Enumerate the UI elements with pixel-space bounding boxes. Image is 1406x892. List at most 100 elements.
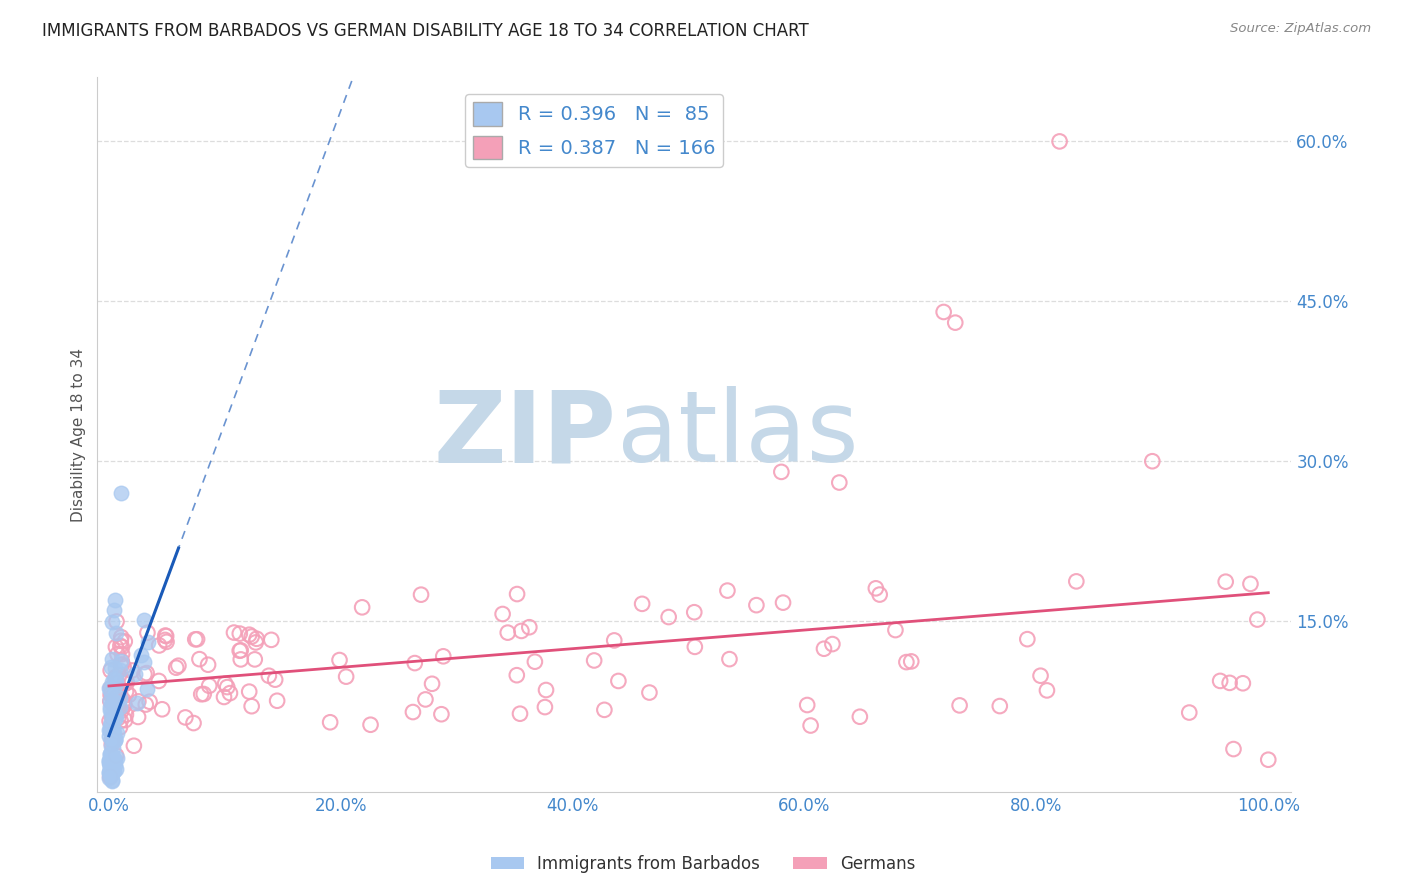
Point [98, 768, 121, 782]
Point [100, 749, 122, 764]
Point [101, 695, 124, 709]
Point [228, 644, 250, 658]
Point [534, 683, 557, 698]
Point [132, 613, 155, 627]
Point [193, 687, 215, 701]
Point [813, 641, 835, 656]
Point [491, 607, 513, 621]
Point [658, 610, 681, 624]
Point [105, 751, 128, 765]
Point [800, 718, 823, 732]
Point [105, 748, 128, 763]
Point [104, 732, 127, 747]
Point [122, 739, 145, 753]
Point [155, 629, 177, 643]
Point [111, 654, 134, 668]
Point [510, 624, 533, 638]
Point [517, 620, 540, 634]
Point [683, 640, 706, 654]
Point [101, 615, 124, 629]
Point [98, 752, 121, 766]
Point [98, 754, 121, 768]
Text: Source: ZipAtlas.com: Source: ZipAtlas.com [1230, 22, 1371, 36]
Point [103, 726, 125, 740]
Point [138, 695, 160, 709]
Point [264, 673, 287, 687]
Point [101, 705, 124, 719]
Point [108, 700, 131, 714]
Point [104, 690, 127, 705]
Point [865, 582, 887, 596]
Point [509, 706, 531, 721]
Point [112, 659, 135, 673]
Point [188, 652, 211, 666]
Point [523, 655, 546, 669]
Point [98, 722, 121, 736]
Point [197, 657, 219, 672]
Point [124, 667, 146, 681]
Point [631, 597, 654, 611]
Point [101, 756, 124, 770]
Point [104, 672, 127, 686]
Point [108, 687, 131, 701]
Point [1036, 683, 1059, 698]
Point [1232, 676, 1254, 690]
Point [240, 699, 263, 714]
Point [101, 675, 124, 690]
Point [243, 652, 266, 666]
Point [115, 707, 138, 722]
Point [534, 700, 557, 714]
Point [135, 698, 157, 712]
Point [943, 316, 966, 330]
Point [107, 702, 129, 716]
Legend: Immigrants from Barbados, Germans: Immigrants from Barbados, Germans [484, 848, 922, 880]
Point [110, 630, 132, 644]
Point [198, 679, 221, 693]
Point [98, 753, 121, 767]
Point [402, 705, 425, 719]
Point [110, 663, 132, 677]
Point [1215, 574, 1237, 589]
Point [148, 673, 170, 688]
Point [103, 750, 125, 764]
Point [110, 639, 132, 653]
Point [165, 661, 187, 675]
Point [110, 714, 132, 728]
Point [105, 694, 128, 708]
Point [1222, 742, 1244, 756]
Point [638, 685, 661, 699]
Point [186, 632, 208, 647]
Point [246, 632, 269, 646]
Point [219, 686, 242, 700]
Point [103, 673, 125, 687]
Point [155, 629, 177, 643]
Point [107, 676, 129, 690]
Point [335, 670, 357, 684]
Point [1219, 676, 1241, 690]
Point [1209, 673, 1232, 688]
Point [772, 596, 794, 610]
Point [98, 756, 121, 770]
Text: ZIP: ZIP [434, 386, 617, 483]
Point [583, 653, 606, 667]
Point [111, 657, 134, 672]
Point [103, 698, 125, 712]
Point [101, 764, 124, 779]
Point [718, 652, 741, 666]
Point [108, 668, 131, 682]
Point [1049, 135, 1071, 149]
Point [136, 635, 159, 649]
Point [869, 588, 891, 602]
Point [900, 654, 922, 668]
Point [770, 465, 793, 479]
Point [105, 696, 128, 710]
Point [100, 722, 122, 736]
Point [111, 640, 134, 654]
Point [115, 684, 138, 698]
Text: atlas: atlas [617, 386, 859, 483]
Point [101, 721, 124, 735]
Point [104, 753, 127, 767]
Point [97, 765, 120, 780]
Point [104, 707, 127, 722]
Point [245, 635, 267, 649]
